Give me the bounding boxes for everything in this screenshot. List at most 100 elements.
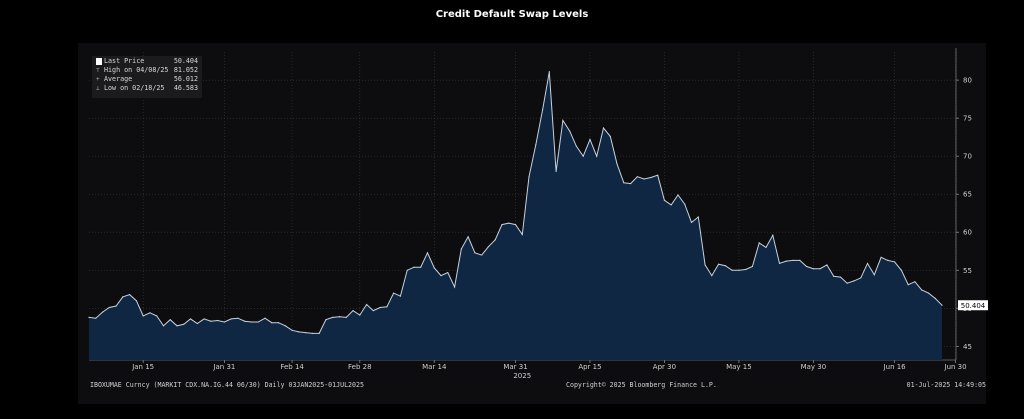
data-point [399, 295, 402, 297]
data-point [494, 239, 496, 241]
data-point [474, 252, 476, 254]
data-point [345, 316, 347, 319]
data-point [277, 322, 280, 324]
data-point [413, 266, 415, 268]
data-point [785, 260, 787, 262]
data-point [839, 276, 842, 278]
data-point [372, 309, 374, 312]
data-point [481, 254, 483, 256]
year-label: 2025 [513, 372, 531, 380]
data-point [562, 119, 564, 122]
average-marker-icon: + [96, 76, 100, 83]
data-point [169, 319, 171, 321]
data-point [406, 269, 408, 271]
legend-average: + Average 56.012 [94, 75, 200, 84]
y-tick-label: 45 [963, 343, 972, 351]
data-point [704, 264, 706, 266]
data-point [602, 127, 605, 129]
data-point [711, 274, 713, 277]
data-point [609, 135, 611, 138]
data-point [623, 182, 625, 184]
data-point [663, 199, 666, 201]
data-point [792, 259, 794, 261]
data-point [900, 269, 902, 271]
data-point [365, 303, 368, 306]
data-point [873, 274, 875, 276]
data-point [453, 286, 456, 288]
data-point [244, 320, 246, 322]
data-point [528, 176, 530, 178]
high-marker-icon: ⊤ [96, 67, 100, 74]
data-point [826, 264, 828, 266]
x-tick-label: Feb 14 [280, 363, 304, 371]
data-point [298, 331, 300, 333]
data-point [305, 332, 307, 334]
data-point [426, 252, 429, 254]
data-point [684, 203, 686, 205]
data-point [338, 316, 341, 318]
data-point [724, 265, 726, 267]
data-point [731, 269, 733, 271]
data-point [386, 306, 388, 308]
y-tick-label: 60 [963, 229, 972, 237]
x-tick-label: Mar 14 [422, 363, 447, 371]
data-point [548, 71, 550, 73]
data-point [541, 109, 544, 111]
data-point [819, 268, 821, 270]
data-point [203, 318, 205, 320]
data-point [555, 170, 557, 172]
low-marker-icon: ⊥ [96, 85, 100, 92]
legend-last-price: Last Price 50.404 [94, 57, 200, 66]
data-point [156, 315, 158, 317]
data-point [230, 318, 232, 320]
data-point [393, 292, 395, 294]
data-point [690, 221, 693, 223]
legend-high: ⊤ High on 04/08/25 81.052 [94, 66, 200, 75]
data-point [379, 306, 381, 309]
y-tick-label: 80 [963, 77, 972, 85]
data-point [887, 259, 889, 261]
legend-label: Average [104, 75, 133, 83]
data-point [745, 268, 747, 271]
data-point [237, 317, 239, 319]
data-point [853, 280, 855, 282]
data-point [806, 265, 808, 268]
data-point [352, 309, 354, 312]
data-point [751, 265, 754, 268]
x-tick-label: Jun 16 [883, 363, 907, 371]
data-point [636, 176, 638, 178]
data-point [183, 323, 185, 325]
data-point [129, 293, 131, 296]
data-point [189, 318, 192, 320]
legend-box: Last Price 50.404 ⊤ High on 04/08/25 81.… [92, 56, 202, 98]
x-tick-label: Jun 30 [944, 363, 967, 371]
data-point [257, 321, 259, 323]
data-point [812, 268, 814, 270]
y-tick-label: 75 [963, 115, 972, 123]
data-point [778, 262, 781, 265]
data-point [162, 325, 165, 327]
x-tick-label: Jan 15 [131, 363, 154, 371]
data-point [291, 329, 293, 331]
footer-timestamp: 01-Jul-2025 14:49:05 [906, 381, 986, 389]
data-point [514, 224, 517, 226]
data-point [142, 315, 144, 317]
data-point [582, 155, 584, 157]
x-tick-label: Mar 31 [503, 363, 527, 371]
footer-copyright: Copyright© 2025 Bloomberg Finance L.P. [566, 381, 717, 389]
data-point [650, 176, 652, 179]
data-point [440, 274, 442, 277]
data-point [210, 320, 212, 322]
data-point [927, 292, 930, 294]
data-point [217, 319, 219, 322]
legend-label: High on 04/08/25 [104, 66, 169, 74]
data-point [115, 305, 117, 307]
data-point [176, 325, 178, 327]
data-point [717, 263, 720, 265]
legend-low: ⊥ Low on 02/18/25 46.583 [94, 84, 200, 93]
data-point [697, 216, 699, 218]
x-tick-label: Apr 15 [578, 363, 601, 371]
footer-security: IBOXUMAE Curncy (MARKIT CDX.NA.IG.44 06/… [90, 381, 364, 389]
data-point [447, 271, 449, 274]
